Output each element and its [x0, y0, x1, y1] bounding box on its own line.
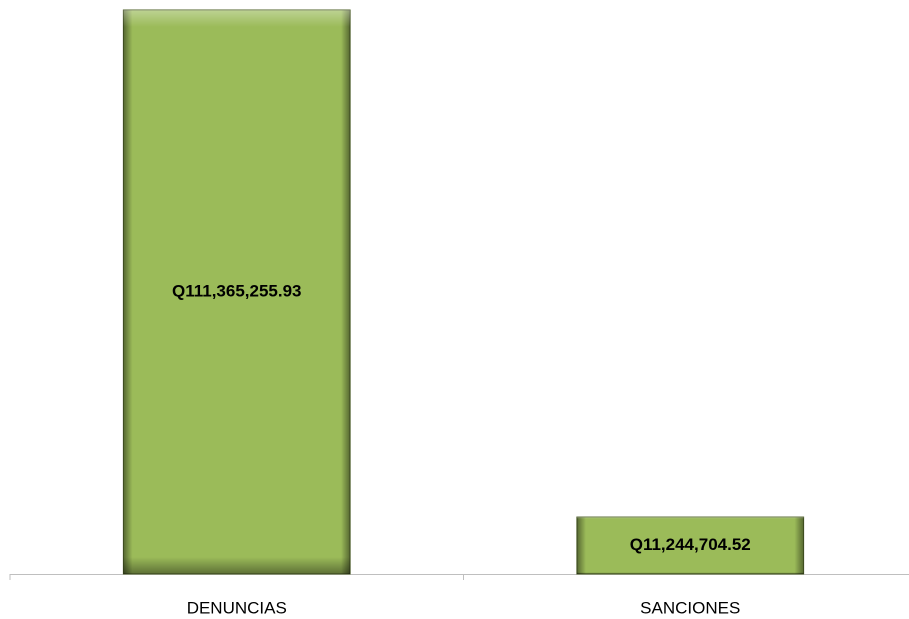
x-tick-label: SANCIONES — [640, 598, 740, 617]
x-tick-label: DENUNCIAS — [187, 598, 287, 617]
value-label: Q111,365,255.93 — [172, 281, 302, 300]
bar-bevel — [123, 10, 351, 574]
value-label: Q11,244,704.52 — [630, 535, 751, 554]
bar-bevel — [576, 517, 804, 574]
